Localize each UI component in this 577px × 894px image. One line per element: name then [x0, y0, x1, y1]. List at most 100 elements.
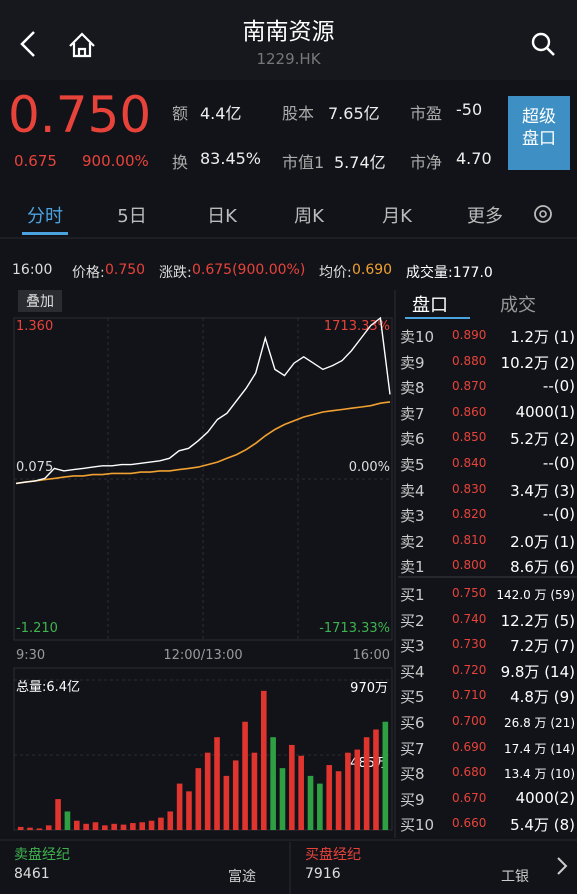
broker-title[interactable]: 买盘经纪 [305, 847, 361, 863]
volume-bar [345, 752, 351, 830]
stat-value: 4.4亿 [200, 104, 242, 123]
search-handle [546, 47, 555, 56]
book-price: 0.670 [452, 790, 487, 805]
volume-bar [120, 824, 127, 830]
book-level: 买9 [400, 790, 425, 809]
info-value: 0.690 [352, 262, 393, 278]
broker-title[interactable]: 卖盘经纪 [14, 847, 70, 863]
volume-bar [298, 755, 304, 830]
book-price: 0.890 [452, 328, 487, 342]
book-level: 卖4 [400, 481, 425, 500]
book-qty: 8.6万 (6) [510, 558, 575, 577]
search-icon[interactable] [531, 32, 551, 52]
book-qty: 17.4 万 (14) [504, 741, 575, 756]
book-qty: --(0) [542, 454, 575, 472]
book-price: 0.740 [452, 611, 487, 626]
book-price: 0.850 [452, 430, 487, 445]
average-line [15, 401, 391, 485]
super-book-button[interactable]: 超级盘口 [508, 96, 570, 170]
volume-bar [354, 749, 361, 830]
book-level: 买2 [400, 611, 425, 630]
book-level: 买3 [400, 637, 425, 656]
book-level: 买1 [400, 586, 425, 604]
info-time: 16:00 [12, 262, 53, 278]
book-price: 0.810 [452, 532, 487, 547]
book-level: 卖5 [400, 456, 425, 474]
book-qty: 9.8万 (14) [500, 662, 575, 681]
book-level: 卖6 [400, 430, 425, 449]
volume-bar [167, 811, 174, 830]
volume-bar [232, 760, 239, 830]
book-price: 0.680 [452, 765, 487, 780]
info-value: 0.750 [105, 262, 146, 278]
volume-bar [130, 823, 136, 830]
book-qty: 7.2万 (7) [510, 637, 575, 656]
broker-code: 7916 [305, 866, 341, 882]
tab[interactable]: 5日 [117, 206, 147, 227]
tab[interactable]: 周K [294, 206, 324, 227]
home-icon[interactable] [69, 32, 95, 58]
volume-bar [373, 729, 379, 830]
book-price: 0.730 [452, 637, 487, 652]
book-qty: 4.8万 (9) [510, 688, 575, 707]
tab[interactable]: 日K [207, 206, 237, 227]
stat-label: 市净 [410, 153, 443, 172]
book-qty: 3.4万 (3) [510, 481, 575, 500]
subtitle: 1229.HK [256, 50, 321, 68]
volume-bar [335, 771, 342, 830]
tab[interactable]: 分时 [27, 206, 63, 227]
book-price: 0.750 [452, 586, 487, 600]
book-price: 0.880 [452, 353, 487, 368]
x-tick-label: 16:00 [353, 648, 390, 663]
volume-bar [158, 817, 164, 830]
volume-bar [251, 752, 258, 830]
settings-icon[interactable] [534, 205, 552, 223]
book-level: 买8 [400, 765, 425, 784]
volume-bar [214, 737, 220, 830]
volume-bar [27, 827, 33, 830]
info-value: 0.675(900.00%) [192, 262, 306, 278]
info-label: 涨跌: [159, 265, 192, 281]
volume-bar [102, 825, 108, 830]
book-level: 卖10 [400, 328, 435, 346]
book-price: 0.860 [452, 404, 487, 419]
book-price: 0.720 [452, 662, 487, 677]
volume-frame [13, 667, 393, 831]
back-icon[interactable] [20, 31, 35, 57]
stat-value: -50 [456, 100, 483, 119]
book-qty: 10.2万 (2) [500, 353, 575, 372]
volume-bar [289, 744, 295, 830]
tab[interactable]: 月K [382, 206, 412, 227]
tab[interactable]: 更多 [467, 206, 503, 227]
volume-bar [270, 737, 276, 830]
book-qty: 12.2万 (5) [500, 611, 575, 630]
book-level: 卖9 [400, 353, 425, 372]
book-price: 0.870 [452, 379, 487, 394]
y2-tick-label: 1713.33% [324, 319, 390, 334]
book-qty: 2.0万 (1) [510, 532, 575, 551]
y2-tick-label: -1713.33% [319, 621, 390, 636]
stat-value: 7.65亿 [328, 104, 380, 123]
overlay-button[interactable]: 叠加 [18, 290, 62, 312]
stat-label: 换 [172, 153, 189, 172]
price-line [15, 316, 391, 485]
stat-value: 83.45% [200, 149, 262, 168]
volume-bar [307, 775, 314, 830]
volume-bar [260, 690, 267, 830]
stat-label: 额 [172, 104, 189, 123]
broker-name: 富途 [228, 869, 256, 885]
book-qty: 1.2万 (1) [510, 328, 575, 346]
book-tab[interactable]: 成交 [500, 295, 536, 316]
info-label: 均价: [319, 265, 352, 281]
book-price: 0.660 [452, 816, 487, 831]
volume-bar [83, 823, 89, 830]
volume-title: 总量:6.4亿 [16, 680, 81, 695]
book-price: 0.830 [452, 481, 487, 496]
book-tab[interactable]: 盘口 [412, 295, 448, 316]
footer-arrow[interactable] [557, 857, 568, 875]
y-tick-label: 0.075 [16, 460, 53, 475]
book-price: 0.700 [452, 714, 487, 728]
volume-bar [36, 828, 43, 830]
volume-bar [382, 721, 389, 830]
